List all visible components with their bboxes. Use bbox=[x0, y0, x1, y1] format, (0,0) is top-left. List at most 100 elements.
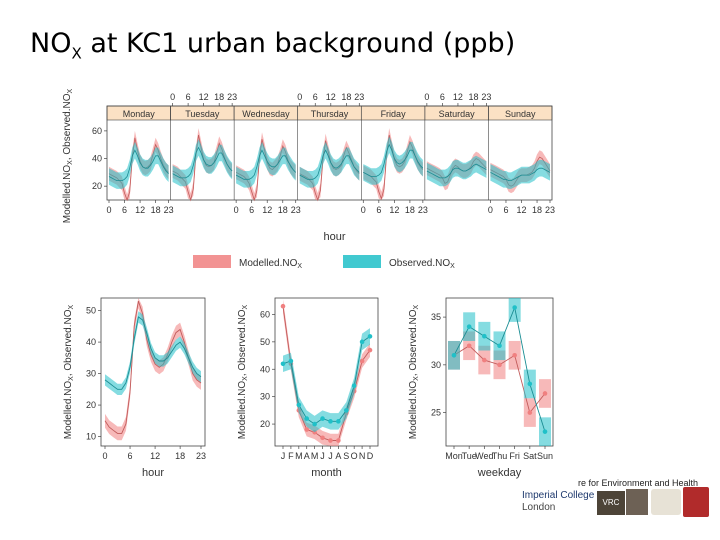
x-tick-label: Sat bbox=[523, 451, 537, 461]
modelled-point bbox=[482, 357, 487, 363]
modelled-line bbox=[108, 137, 169, 202]
hour-tick-label-bottom: 0 bbox=[234, 205, 239, 215]
modelled-line bbox=[172, 134, 233, 202]
observed-line bbox=[363, 143, 424, 177]
observed-point bbox=[359, 339, 365, 345]
x-tick-label: A bbox=[304, 451, 310, 461]
modelled-point bbox=[328, 438, 333, 443]
x-tick-label: 18 bbox=[175, 451, 185, 461]
hour-tick-label-bottom: 6 bbox=[503, 205, 508, 215]
observed-line bbox=[108, 149, 169, 181]
observed-line bbox=[490, 167, 551, 181]
day-label: Sunday bbox=[505, 109, 536, 119]
observed-point bbox=[328, 419, 333, 424]
hour-ylabel-part: X bbox=[68, 376, 75, 381]
y-tick-label: 50 bbox=[86, 306, 96, 316]
slide-title: NOX at KC1 urban background (ppb) bbox=[30, 30, 515, 61]
observed-line bbox=[282, 336, 371, 425]
weekly-frame bbox=[106, 105, 553, 201]
day-label: Wednesday bbox=[242, 109, 290, 119]
weekday-xlabel: weekday bbox=[477, 467, 522, 479]
observed-band bbox=[172, 139, 233, 187]
x-tick-label: 0 bbox=[102, 451, 107, 461]
month-frame bbox=[274, 297, 379, 447]
y-tick-label: 50 bbox=[260, 337, 270, 347]
x-tick-label: A bbox=[335, 451, 341, 461]
x-tick-label: Sun bbox=[537, 451, 553, 461]
modelled-line bbox=[104, 300, 202, 434]
y-tick-label: 20 bbox=[86, 400, 96, 410]
hour-tick-label-bottom: 6 bbox=[376, 205, 381, 215]
modelled-band bbox=[172, 128, 233, 200]
modelled-point bbox=[367, 347, 373, 353]
observed-point bbox=[320, 416, 325, 421]
legend-label-observed-part: X bbox=[450, 263, 455, 270]
legend-swatch-modelled bbox=[193, 255, 231, 268]
weekday-ylabel: Modelled.NOX, Observed.NOX bbox=[408, 304, 420, 439]
y-tick-label: 60 bbox=[92, 126, 102, 136]
modelled-point bbox=[466, 343, 472, 349]
x-tick-label: D bbox=[367, 451, 374, 461]
x-tick-label: 6 bbox=[128, 451, 133, 461]
x-tick-label: S bbox=[343, 451, 349, 461]
observed-band bbox=[299, 141, 360, 188]
modelled-point bbox=[497, 362, 502, 368]
hour-tick-label-bottom: 23 bbox=[291, 205, 301, 215]
weekday-ylabel-part: Modelled.NO bbox=[408, 381, 419, 440]
x-tick-label: 12 bbox=[150, 451, 160, 461]
title-rest: at KC1 urban background (ppb) bbox=[81, 28, 516, 59]
observed-point bbox=[336, 419, 341, 424]
weekly-ylabel-part: , Observed.NO bbox=[62, 93, 73, 160]
x-tick-label: Mon bbox=[445, 451, 463, 461]
hour-tick-label-top: 12 bbox=[199, 92, 209, 102]
weekday-ylabel-part: X bbox=[413, 304, 420, 309]
weekly-ylabel-part: X bbox=[67, 160, 74, 165]
hour-tick-label-top: 0 bbox=[170, 92, 175, 102]
observed-point bbox=[512, 305, 517, 310]
modelled-point bbox=[542, 391, 548, 396]
hour-tick-label-top: 18 bbox=[341, 92, 351, 102]
hour-tick-label-bottom: 6 bbox=[249, 205, 254, 215]
title-subscript: X bbox=[71, 44, 82, 63]
hour-ylabel: Modelled.NOX, Observed.NOX bbox=[63, 304, 75, 439]
hour-panel: 10 20 30 40 50 0 6 12 18 23 hour Modelled.NOX, Obse… bbox=[63, 297, 206, 479]
observed-point bbox=[304, 416, 310, 421]
modelled-band bbox=[109, 130, 169, 200]
observed-point bbox=[367, 334, 373, 339]
modelled-point bbox=[512, 352, 517, 358]
weekly-ylabel-part: Modelled.NO bbox=[62, 165, 73, 224]
hour-tick-label-bottom: 18 bbox=[278, 205, 288, 215]
modelled-point bbox=[527, 410, 533, 415]
hour-xlabel: hour bbox=[142, 467, 164, 479]
x-tick-label: Fri bbox=[509, 451, 520, 461]
hour-tick-label-top: 23 bbox=[227, 92, 237, 102]
hour-tick-label-top: 18 bbox=[468, 92, 478, 102]
day-label: Thursday bbox=[311, 109, 349, 119]
observed-point bbox=[312, 421, 317, 427]
hour-tick-label-bottom: 12 bbox=[262, 205, 272, 215]
x-tick-label: O bbox=[351, 451, 358, 461]
hour-tick-label-bottom: 12 bbox=[135, 205, 145, 215]
legend: Modelled.NOX Observed.NOX bbox=[193, 255, 455, 270]
legend-label-observed: Observed.NOX bbox=[389, 258, 455, 270]
hour-tick-label-top: 0 bbox=[297, 92, 302, 102]
y-tick-label: 35 bbox=[431, 312, 441, 322]
weekly-ylabel: Modelled.NOX, Observed.NOX bbox=[62, 88, 74, 223]
y-tick-label: 25 bbox=[431, 408, 441, 418]
y-tick-label: 30 bbox=[86, 369, 96, 379]
x-tick-label: 23 bbox=[196, 451, 206, 461]
y-tick-label: 10 bbox=[86, 432, 96, 442]
observed-point bbox=[451, 352, 457, 358]
hour-tick-label-top: 18 bbox=[214, 92, 224, 102]
observed-band bbox=[426, 155, 487, 187]
x-tick-label: J bbox=[320, 451, 325, 461]
y-tick-label: 40 bbox=[86, 337, 96, 347]
month-xlabel: month bbox=[311, 467, 342, 479]
y-tick-label: 60 bbox=[260, 309, 270, 319]
hour-tick-label-top: 23 bbox=[481, 92, 491, 102]
modelled-line bbox=[235, 139, 296, 202]
hour-tick-label-bottom: 18 bbox=[532, 205, 542, 215]
observed-point bbox=[542, 429, 548, 434]
